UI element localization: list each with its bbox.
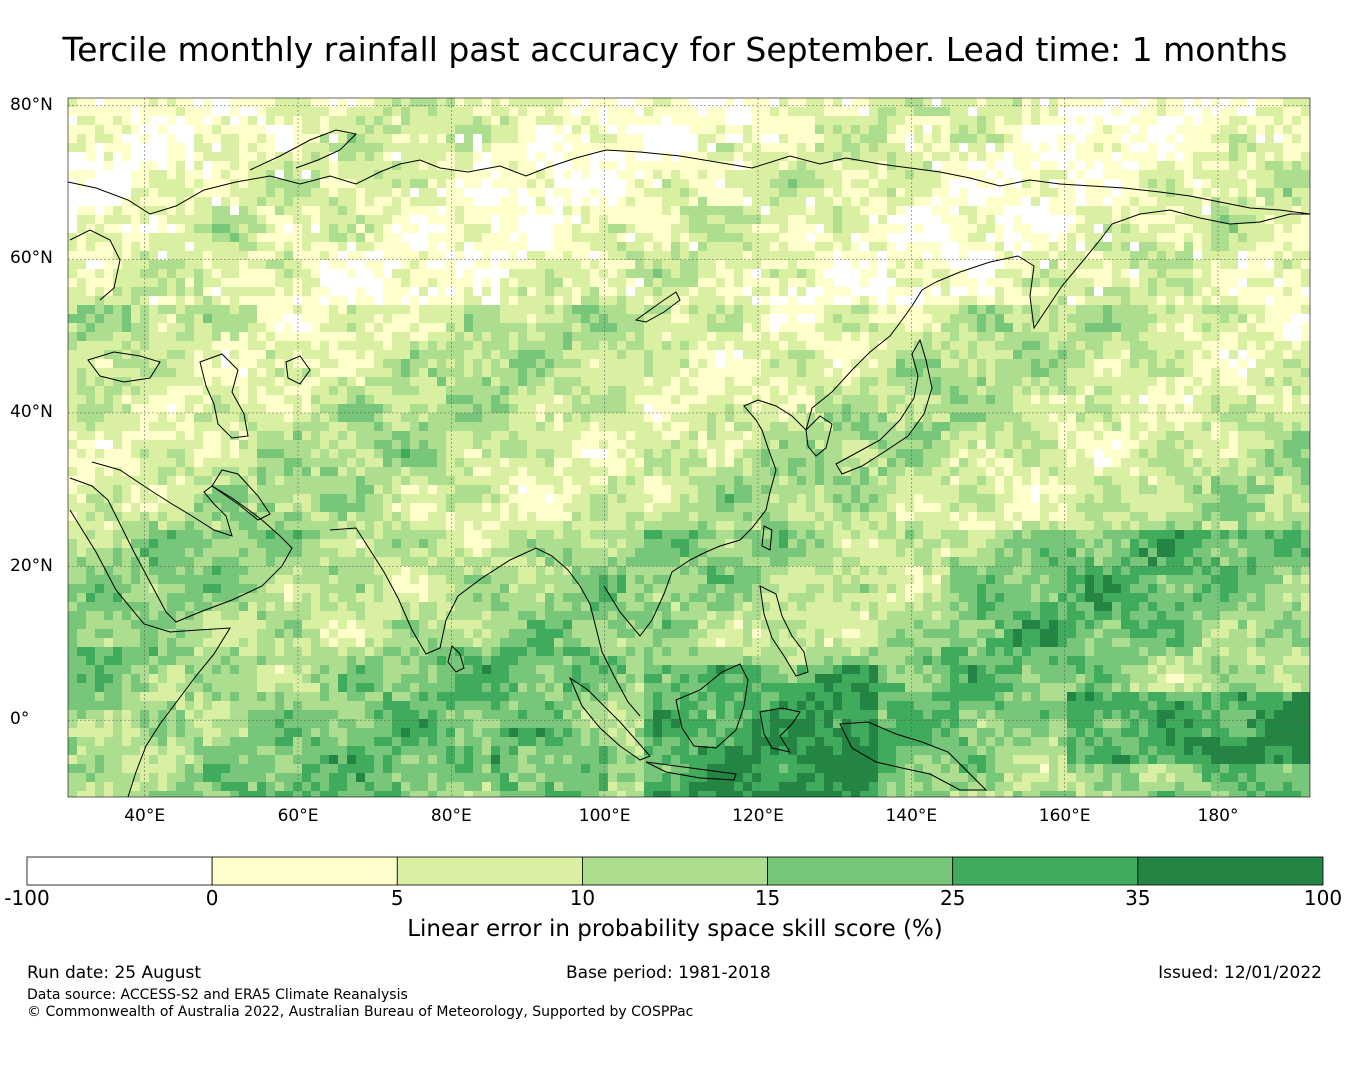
colorbar-tick-label: 15	[754, 886, 781, 910]
graticule	[68, 98, 1310, 797]
copyright: © Commonwealth of Australia 2022, Austra…	[27, 1004, 694, 1020]
coastline-java	[645, 761, 737, 781]
colorbar-segment	[396, 856, 583, 886]
coastline-africa-horn	[69, 509, 231, 797]
coastline-east-asia	[743, 281, 937, 431]
map-frame	[67, 97, 1311, 798]
skill-score-field	[68, 98, 1310, 797]
run-date: Run date: 25 August	[27, 963, 201, 983]
coastline-philippines	[759, 585, 809, 677]
lat-label: 60°N	[10, 248, 53, 269]
colorbar-segment	[952, 856, 1139, 886]
coastline-northeast-asia	[935, 209, 1310, 330]
coastline-sri-lanka	[447, 645, 465, 673]
lon-label: 60°E	[277, 806, 319, 826]
coastline-arctic	[68, 149, 1310, 215]
coastline-baikal	[634, 291, 681, 323]
lon-label: 120°E	[732, 806, 784, 826]
coastline-black-sea	[87, 351, 161, 383]
coastlines	[68, 129, 1310, 797]
colorbar-segment	[211, 856, 398, 886]
coastline-sumatra	[568, 676, 651, 761]
colorbar-tick-label: 10	[569, 886, 596, 910]
lat-label: 0°	[10, 709, 30, 730]
lon-label: 160°E	[1038, 806, 1091, 826]
colorbar-segment	[582, 856, 768, 886]
lon-label: 140°E	[885, 806, 938, 826]
colorbar-tick-label: 25	[939, 886, 966, 910]
coastline-japan	[835, 338, 933, 475]
lon-label: 180°	[1197, 806, 1239, 826]
coastline-taiwan	[761, 525, 773, 551]
coastline-scandinavia	[69, 129, 358, 301]
lon-label: 80°E	[430, 806, 472, 826]
lon-label: 40°E	[124, 806, 166, 826]
colorbar	[26, 856, 1324, 886]
data-source: Data source: ACCESS-S2 and ERA5 Climate …	[27, 987, 408, 1003]
colorbar-tick-label: 0	[205, 886, 219, 910]
colorbar-segment	[26, 856, 213, 886]
coastline-aral	[285, 355, 311, 385]
lat-label: 40°N	[10, 401, 53, 422]
colorbar-label: Linear error in probability space skill …	[407, 916, 943, 942]
coastline-borneo	[675, 663, 749, 749]
colorbar-tick-label: 100	[1303, 886, 1343, 910]
chart-title: Tercile monthly rainfall past accuracy f…	[62, 30, 1288, 69]
base-period: Base period: 1981-2018	[566, 963, 771, 983]
lat-label: 20°N	[10, 555, 53, 576]
coastline-india	[329, 527, 569, 655]
colorbar-tick-label: 35	[1125, 886, 1151, 910]
coastline-sulawesi	[759, 707, 801, 753]
lat-label: 80°N	[10, 94, 53, 115]
coastline-korea	[805, 415, 833, 457]
coastline-new-guinea	[839, 721, 988, 791]
coastline-arabia	[69, 461, 293, 623]
colorbar-segment	[1137, 856, 1324, 886]
colorbar-tick-label: -100	[4, 886, 50, 910]
colorbar-tick-label: 5	[390, 886, 404, 910]
issued-date: Issued: 12/01/2022	[1158, 963, 1322, 983]
lon-label: 100°E	[578, 806, 631, 826]
coastline-caspian	[199, 353, 249, 439]
coastline-persian-gulf	[211, 469, 271, 521]
coastline-indochina	[567, 419, 777, 717]
colorbar-segment	[767, 856, 954, 886]
